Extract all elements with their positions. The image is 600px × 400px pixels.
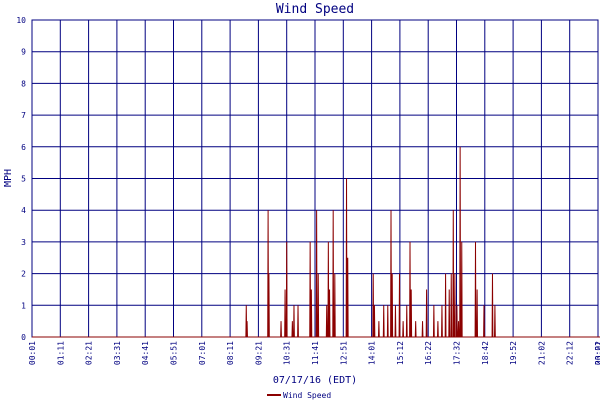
x-tick-label: 18:42 [481,341,490,365]
y-tick-label: 10 [16,16,26,25]
chart-title: Wind Speed [276,2,354,17]
x-tick-label: 21:02 [537,341,546,365]
grid-lines [31,19,599,338]
x-tick-label: 14:01 [368,341,377,365]
x-tick-label: 01:11 [56,341,65,365]
y-tick-label: 5 [21,175,26,184]
x-tick-label: 05:51 [170,341,179,365]
x-tick-label: 22:12 [566,341,575,365]
x-tick-label: 15:12 [396,341,405,365]
x-tick-label: 04:41 [141,341,150,365]
y-tick-label: 3 [21,238,26,247]
x-tick-label: 00:01 [28,341,37,365]
x-tick-label: 03:31 [113,341,122,365]
wind-speed-series-line [32,146,600,338]
y-tick-label: 0 [21,333,26,342]
x-tick-label: 10:31 [283,341,292,365]
x-tick-label: 11:41 [311,341,320,365]
x-tick-label: 08:11 [226,341,235,365]
x-tick-label: 02:21 [85,341,94,365]
x-tick-labels: 00:01 01:11 02:21 03:31 04:41 05:51 07:01 08:11… [28,341,600,365]
x-tick-label: 00:01 [594,341,600,365]
y-tick-label: 8 [21,79,26,88]
x-tick-label: 19:52 [509,341,518,365]
y-tick-label: 4 [21,206,26,215]
y-tick-label: 1 [21,301,26,310]
y-tick-label: 9 [21,48,26,57]
legend: Wind Speed [267,391,331,400]
x-tick-label: 12:51 [339,341,348,365]
x-tick-label: 09:21 [254,341,263,365]
x-axis-label: 07/17/16 (EDT) [273,375,357,386]
y-tick-label: 2 [21,270,26,279]
x-tick-label: 17:32 [453,341,462,365]
series-layer [32,146,600,338]
y-tick-labels: 0 1 2 3 4 5 6 7 8 9 10 [16,16,26,342]
x-tick-label: 16:22 [424,341,433,365]
x-tick-label: 23:22 [594,341,600,365]
x-tick-label: 07:01 [198,341,207,365]
y-tick-label: 6 [21,143,26,152]
legend-label: Wind Speed [283,391,331,400]
y-tick-label: 7 [21,111,26,120]
y-axis-label: MPH [3,169,14,187]
